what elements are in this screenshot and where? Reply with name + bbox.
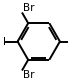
Text: Br: Br (23, 2, 34, 13)
Text: Br: Br (23, 70, 34, 81)
Text: I: I (3, 37, 6, 46)
